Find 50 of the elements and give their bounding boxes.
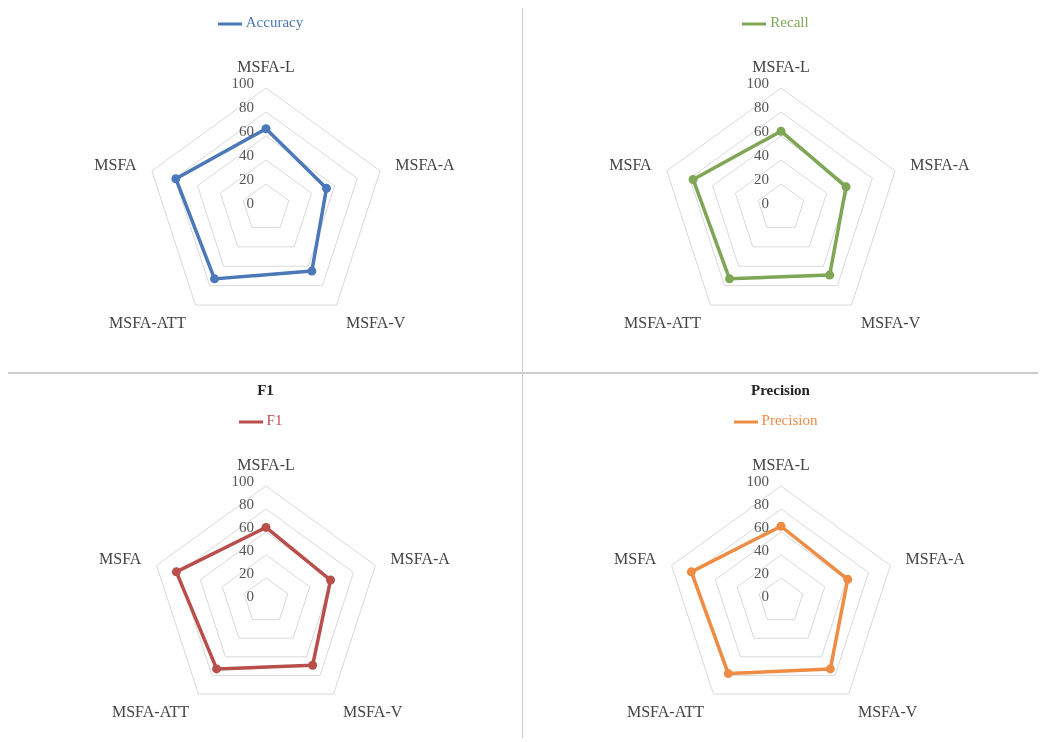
y-tick-label: 0 [761, 588, 769, 604]
spoke-label: MSFA-V [342, 703, 403, 721]
spoke-label: MSFA [98, 550, 142, 568]
legend-label: Recall [770, 14, 809, 31]
y-tick-label: 0 [246, 588, 254, 604]
y-tick-label: 100 [746, 75, 769, 91]
spoke-label: MSFA-ATT [623, 314, 701, 332]
legend-label: Precision [761, 412, 818, 429]
chart-title: Precision [751, 382, 810, 400]
spoke-label: MSFA-A [394, 155, 455, 173]
y-tick-label: 60 [753, 519, 769, 535]
y-tick-label: 100 [231, 75, 254, 91]
spoke-label: MSFA-V [857, 703, 918, 721]
spoke-label: MSFA-V [345, 314, 406, 332]
spoke-label: MSFA-V [860, 314, 921, 332]
spoke-label: MSFA-L [751, 57, 810, 75]
spoke-label: MSFA-A [905, 550, 965, 568]
y-tick-label: 80 [238, 99, 254, 115]
spoke-label: MSFA [93, 155, 137, 173]
spoke-label: MSFA-A [390, 550, 450, 568]
y-tick-label: 60 [753, 123, 769, 139]
y-tick-label: 80 [753, 99, 769, 115]
legend-label: Accuracy [245, 14, 304, 31]
y-tick-label: 20 [238, 171, 254, 187]
spoke-label: MSFA-ATT [626, 703, 704, 721]
y-tick-label: 0 [246, 195, 254, 211]
spoke-label: MSFA-A [909, 155, 970, 173]
y-tick-label: 20 [238, 565, 254, 581]
spoke-label: MSFA [608, 155, 652, 173]
spoke-label: MSFA [613, 550, 657, 568]
legend-label: F1 [266, 412, 283, 429]
y-tick-label: 60 [238, 123, 254, 139]
y-tick-label: 100 [231, 473, 254, 489]
chart-title: F1 [257, 382, 274, 400]
y-tick-label: 20 [753, 171, 769, 187]
y-tick-label: 80 [753, 496, 769, 512]
y-tick-label: 80 [238, 496, 254, 512]
y-tick-label: 20 [753, 565, 769, 581]
spoke-label: MSFA-L [751, 455, 810, 473]
y-tick-label: 40 [238, 147, 254, 163]
spoke-label: MSFA-L [236, 57, 295, 75]
spoke-label: MSFA-ATT [111, 703, 189, 721]
spoke-label: MSFA-L [236, 455, 295, 473]
y-tick-label: 40 [238, 542, 254, 558]
y-tick-label: 0 [761, 195, 769, 211]
y-tick-label: 60 [238, 519, 254, 535]
y-tick-label: 40 [753, 147, 769, 163]
spoke-label: MSFA-ATT [108, 314, 186, 332]
y-tick-label: 100 [746, 473, 769, 489]
y-tick-label: 40 [753, 542, 769, 558]
